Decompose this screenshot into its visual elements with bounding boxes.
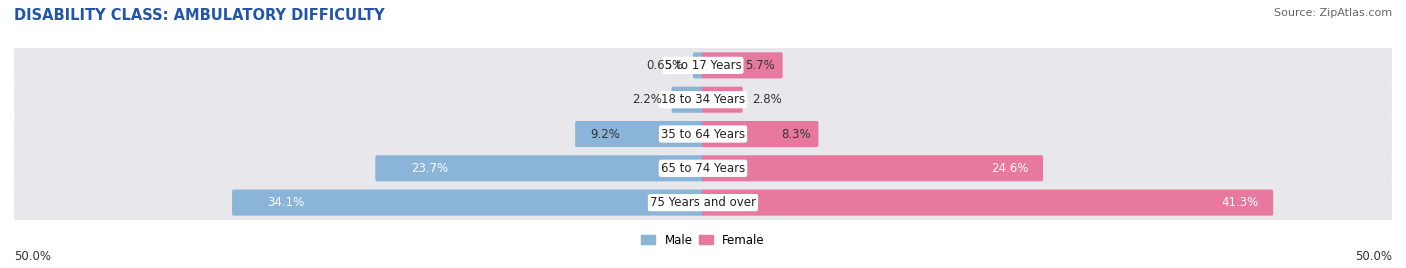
FancyBboxPatch shape [14,43,1392,87]
Text: 50.0%: 50.0% [1355,250,1392,263]
Text: 0.65%: 0.65% [645,59,683,72]
FancyBboxPatch shape [14,112,1392,156]
Text: Source: ZipAtlas.com: Source: ZipAtlas.com [1274,8,1392,18]
FancyBboxPatch shape [575,121,704,147]
Text: 9.2%: 9.2% [591,128,620,140]
Text: 75 Years and over: 75 Years and over [650,196,756,209]
Text: 24.6%: 24.6% [991,162,1028,175]
FancyBboxPatch shape [375,155,704,181]
FancyBboxPatch shape [14,181,1392,225]
Text: DISABILITY CLASS: AMBULATORY DIFFICULTY: DISABILITY CLASS: AMBULATORY DIFFICULTY [14,8,385,23]
Text: 18 to 34 Years: 18 to 34 Years [661,93,745,106]
FancyBboxPatch shape [702,121,818,147]
FancyBboxPatch shape [14,78,1392,122]
Text: 5.7%: 5.7% [745,59,775,72]
Text: 34.1%: 34.1% [267,196,305,209]
Text: 65 to 74 Years: 65 to 74 Years [661,162,745,175]
FancyBboxPatch shape [702,52,783,79]
Text: 35 to 64 Years: 35 to 64 Years [661,128,745,140]
FancyBboxPatch shape [14,146,1392,190]
FancyBboxPatch shape [232,189,704,216]
FancyBboxPatch shape [672,87,704,113]
Legend: Male, Female: Male, Female [637,229,769,252]
Text: 50.0%: 50.0% [14,250,51,263]
Text: 2.2%: 2.2% [631,93,662,106]
Text: 5 to 17 Years: 5 to 17 Years [665,59,741,72]
Text: 2.8%: 2.8% [752,93,782,106]
Text: 8.3%: 8.3% [780,128,810,140]
FancyBboxPatch shape [702,87,742,113]
Text: 23.7%: 23.7% [411,162,449,175]
FancyBboxPatch shape [693,52,704,79]
Text: 41.3%: 41.3% [1220,196,1258,209]
FancyBboxPatch shape [702,189,1274,216]
FancyBboxPatch shape [702,155,1043,181]
